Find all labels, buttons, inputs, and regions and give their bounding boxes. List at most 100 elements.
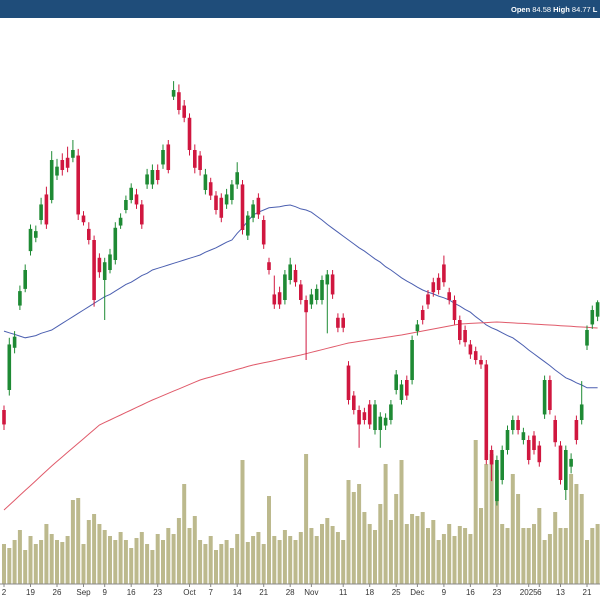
candle-body	[34, 231, 38, 238]
candle-body	[81, 215, 86, 223]
candle-body	[2, 410, 6, 425]
candle-body	[330, 274, 335, 295]
moving-average-layer	[3, 204, 598, 511]
candle-body	[436, 277, 441, 290]
candle-body	[516, 420, 520, 430]
candle-body	[405, 380, 409, 396]
candle-body	[426, 294, 430, 305]
volume-bar	[373, 530, 377, 584]
volume-bar	[39, 540, 44, 584]
volume-bar	[335, 532, 340, 584]
candle-body	[261, 220, 266, 245]
high-value: 84.77	[572, 5, 591, 14]
volume-bar	[320, 524, 324, 584]
volume-bar	[579, 494, 584, 584]
moving-average	[3, 321, 598, 511]
volume-bar	[542, 540, 547, 584]
volume-bar	[139, 532, 144, 584]
volume-bar	[245, 542, 250, 584]
volume-bar	[118, 532, 123, 584]
volume-bar	[86, 520, 91, 584]
candle-body	[150, 170, 155, 185]
candle-body	[166, 144, 171, 170]
volume-bar	[378, 504, 383, 584]
volume-bar	[261, 544, 266, 584]
x-tick-label: 26	[53, 588, 62, 597]
volume-bar	[563, 528, 568, 584]
volume-bar	[304, 454, 309, 584]
x-tick-label: Oct	[183, 588, 196, 597]
volume-bar	[229, 548, 234, 584]
candle-body	[389, 404, 393, 420]
volume-bar	[97, 524, 102, 584]
volume-bar	[314, 536, 319, 584]
volume-bar	[182, 484, 187, 584]
volume-bar	[187, 528, 192, 584]
candle-body	[214, 195, 218, 210]
volume-bar	[108, 536, 112, 584]
candle-body	[39, 204, 43, 220]
candle-body	[219, 197, 224, 218]
x-tick-label: 18	[365, 588, 374, 597]
volume-bar	[558, 528, 563, 584]
volume-bar	[145, 544, 150, 584]
volume-bar	[537, 508, 542, 584]
x-tick-label: 21	[583, 588, 592, 597]
volume-bar	[532, 524, 536, 584]
candle-body	[102, 262, 107, 280]
x-tick-label: 23	[153, 588, 162, 597]
volume-bar	[500, 524, 505, 584]
x-tick-label: 16	[127, 588, 136, 597]
volume-bar	[203, 544, 208, 584]
volume-bar	[198, 540, 203, 584]
candle-body	[314, 288, 319, 300]
volume-bar	[161, 540, 165, 584]
volume-bar	[60, 542, 65, 584]
volume-bar	[224, 540, 229, 584]
x-axis: 2 19 26 Sep 9 16 23 Oct 7 14 21 28 Nov 11 18 25 Dec 9 16 23…	[2, 584, 592, 597]
x-tick-label: 23	[492, 588, 501, 597]
volume-bar	[367, 524, 372, 584]
x-tick-label: 13	[556, 588, 565, 597]
volume-bar	[171, 534, 176, 584]
volume-bar	[494, 470, 499, 584]
volume-bar	[346, 480, 351, 584]
volume-bar	[431, 520, 436, 584]
candle-body	[272, 294, 277, 305]
candle-body	[532, 435, 536, 450]
candle-body	[548, 380, 552, 410]
candle-body	[415, 324, 420, 332]
candle-body	[299, 284, 303, 300]
candle-body	[357, 410, 361, 425]
candle-body	[288, 264, 292, 280]
x-tick-label: 19	[26, 588, 35, 597]
ohlc-readout: Open 84.58 High 84.77 L	[511, 5, 598, 14]
volume-bar	[65, 536, 70, 584]
candle-body	[293, 270, 298, 283]
volume-bar	[256, 532, 261, 584]
candle-body	[590, 310, 595, 325]
x-tick-label: 25	[392, 588, 401, 597]
candle-body	[256, 197, 261, 215]
candle-body	[526, 440, 531, 460]
candle-body	[304, 300, 308, 313]
volume-bar	[113, 540, 118, 584]
candle-body	[203, 174, 208, 190]
volume-bar	[155, 534, 160, 584]
candle-body	[177, 92, 181, 110]
x-tick-label: 7	[208, 588, 213, 597]
volume-bar	[70, 500, 75, 584]
candle-body	[7, 344, 12, 390]
volume-bar	[351, 492, 356, 584]
volume-bar	[553, 512, 558, 584]
candle-body	[155, 170, 160, 180]
volume-bar	[447, 524, 452, 584]
candle-body	[458, 320, 462, 340]
candle-body	[283, 274, 287, 300]
candle-body	[484, 364, 489, 460]
volume-bar	[325, 518, 330, 584]
x-tick-label: 2	[2, 588, 7, 597]
volume-bar	[293, 540, 298, 584]
volume-bar	[92, 514, 97, 584]
volume-bar	[192, 516, 197, 584]
